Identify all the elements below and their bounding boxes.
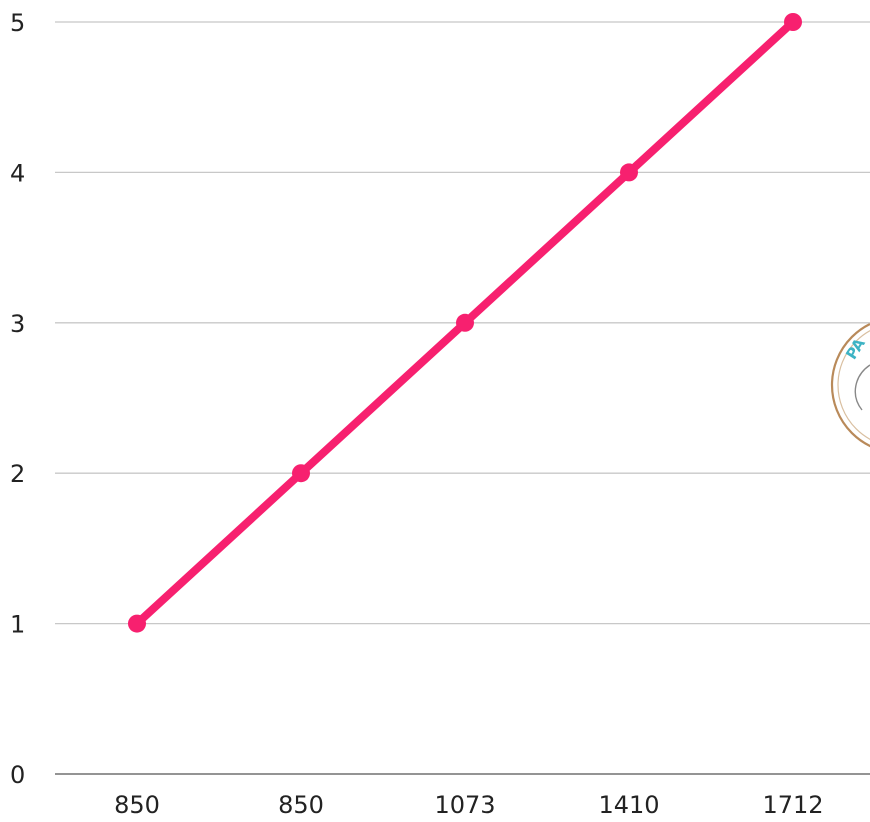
data-point-2[interactable] xyxy=(292,464,310,483)
series-layer xyxy=(128,13,802,633)
y-axis-tick-labels: 0 1 2 3 4 5 xyxy=(10,9,25,789)
x-tick-label-2: 850 xyxy=(278,791,324,819)
x-axis-tick-labels: 850 850 1073 1410 1712 xyxy=(114,791,823,819)
watermark-logo: PA xyxy=(830,322,870,448)
data-point-3[interactable] xyxy=(456,313,474,332)
y-tick-label-0: 0 xyxy=(10,761,25,789)
y-tick-label-3: 3 xyxy=(10,310,25,338)
grid-lines xyxy=(55,21,870,775)
watermark-swirl-icon xyxy=(854,364,870,411)
x-tick-label-4: 1410 xyxy=(598,791,659,819)
watermark-ring-inner xyxy=(837,330,870,440)
y-tick-label-5: 5 xyxy=(10,9,25,37)
y-tick-label-1: 1 xyxy=(10,611,25,639)
data-point-1[interactable] xyxy=(128,614,146,633)
y-tick-label-4: 4 xyxy=(10,159,25,187)
y-tick-label-2: 2 xyxy=(10,460,25,488)
data-point-5[interactable] xyxy=(784,13,802,31)
x-tick-label-1: 850 xyxy=(114,791,160,819)
watermark-ring-outer xyxy=(830,322,870,448)
watermark-text: PA xyxy=(842,335,869,363)
data-point-4[interactable] xyxy=(620,163,638,182)
x-tick-label-5: 1712 xyxy=(762,791,823,819)
x-tick-label-3: 1073 xyxy=(434,791,495,819)
